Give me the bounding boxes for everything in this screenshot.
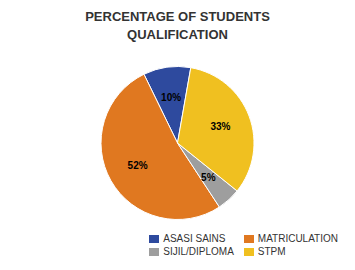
svg-text:5%: 5% bbox=[201, 172, 216, 183]
html-text:PERCENTAGE OF STUDENTS QUALIFI: PERCENTAGE OF STUDENTS QUALIFICATION bbox=[85, 9, 270, 42]
svg-text:10%: 10% bbox=[161, 92, 181, 103]
html-text:STPM: STPM bbox=[257, 246, 286, 257]
html-text:SIJIL/DIPLOMA: SIJIL/DIPLOMA bbox=[163, 246, 234, 257]
svg-text:52%: 52% bbox=[128, 160, 148, 171]
html-text:MATRICULATION: MATRICULATION bbox=[257, 233, 338, 244]
svg-text:33%: 33% bbox=[210, 121, 230, 132]
html-text:ASASI SAINS: ASASI SAINS bbox=[163, 233, 226, 244]
